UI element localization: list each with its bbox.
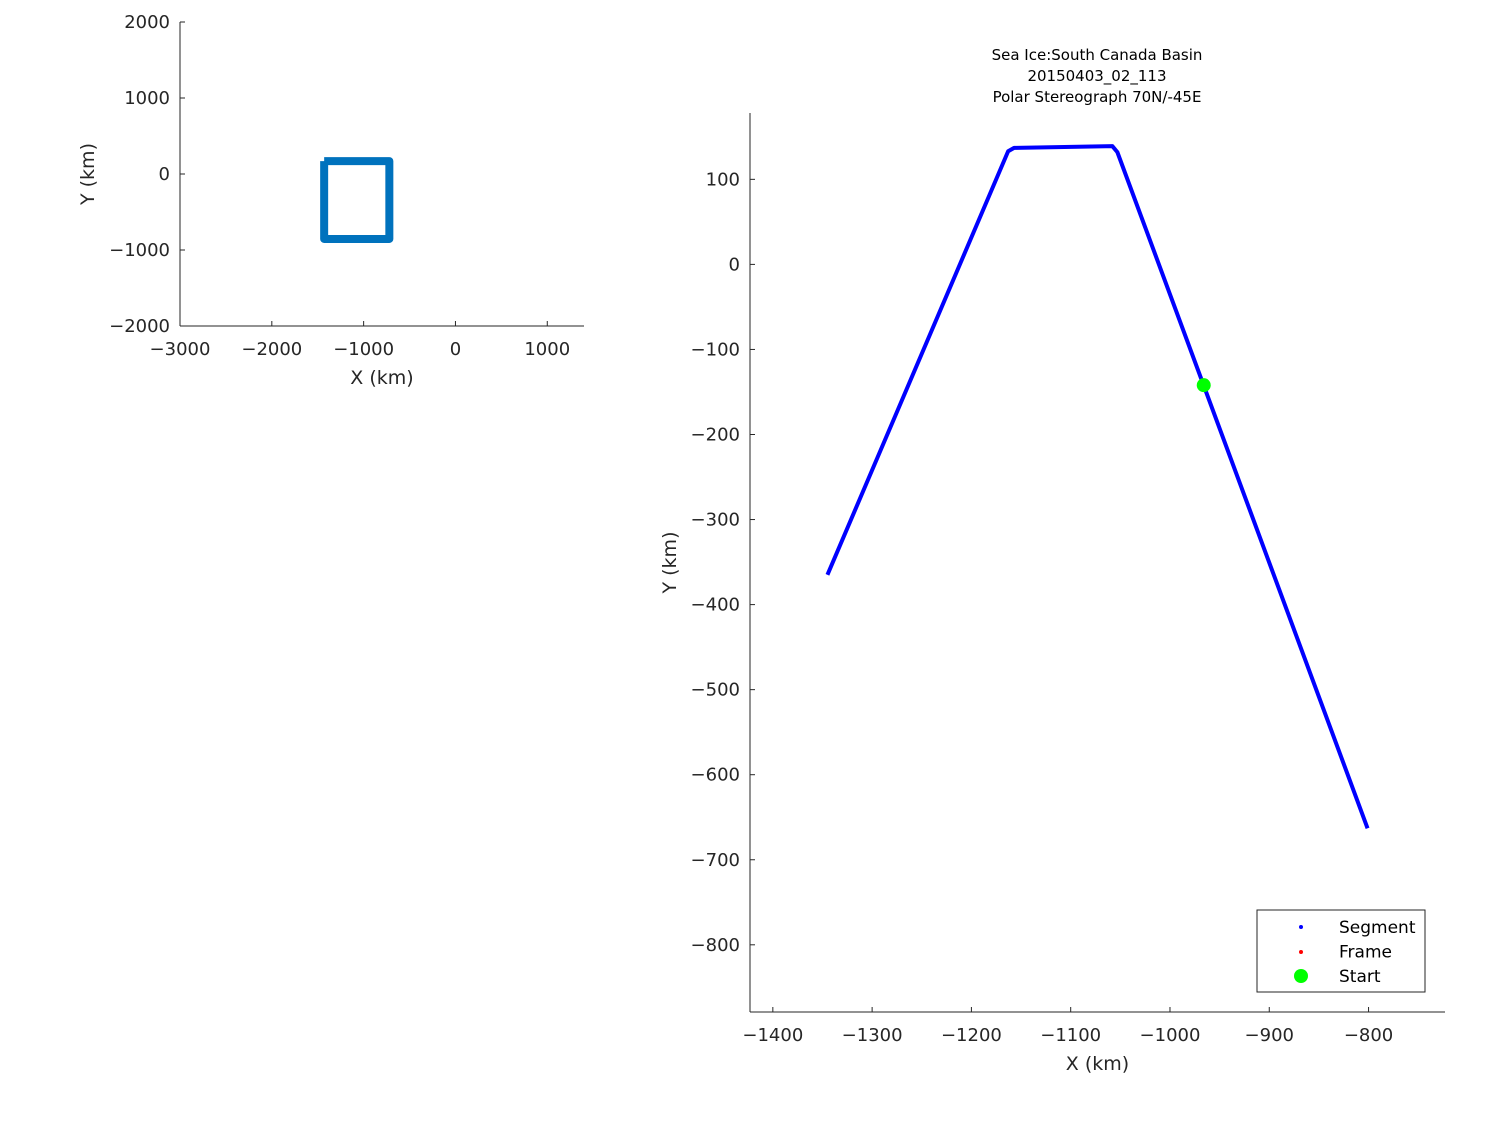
track-y-tick-label: −300 [691,510,740,531]
legend-start-marker [1294,969,1308,983]
track-y-tick-label: −600 [691,765,740,786]
overview-x-tick-label: −1000 [333,339,394,360]
track-y-tick-label: −100 [691,339,740,360]
track-x-tick-label: −1400 [742,1025,803,1046]
track-x-tick-label: −1000 [1140,1025,1201,1046]
track-x-tick-label: −900 [1245,1025,1294,1046]
segment-track-line [825,144,1370,829]
legend-label-frame: Frame [1339,943,1392,963]
chart-title-line: Sea Ice:South Canada Basin [992,46,1203,64]
legend-box [1256,909,1426,993]
overview-x-tick-label: 0 [450,339,461,360]
track-y-tick-label: −200 [691,424,740,445]
track-y-tick-label: −500 [691,680,740,701]
track-x-tick-label: −1300 [842,1025,903,1046]
chart-title-line: Polar Stereograph 70N/-45E [993,88,1202,106]
track-y-tick-label: −400 [691,595,740,616]
legend-frame-marker [1299,950,1303,954]
overview-y-tick-label: −2000 [109,316,170,337]
overview-x-axis-label: X (km) [350,367,413,389]
overview-x-tick-label: 1000 [524,339,570,360]
legend-label-start: Start [1339,967,1381,987]
overview-y-axis-label: Y (km) [77,143,99,206]
track-y-axis-label: Y (km) [659,532,681,595]
legend: Segment Frame Start [1256,909,1426,993]
overview-axes: −3000 −2000 −1000 0 1000−2000−1000010002000X… [77,12,584,389]
overview-y-tick-label: 2000 [124,12,170,33]
start-marker [1196,378,1211,393]
track-axes: −1400 −1300 −1200 −1100 −1000 −900 −800−800−70… [659,46,1445,1075]
track-x-tick-label: −800 [1344,1025,1393,1046]
legend-segment-marker [1299,925,1303,929]
overview-y-tick-label: 1000 [124,88,170,109]
track-y-tick-label: 100 [706,169,740,190]
overview-frame-outline [320,157,394,243]
overview-y-tick-label: −1000 [109,240,170,261]
track-x-axis-label: X (km) [1066,1053,1129,1075]
chart-title-line: 20150403_02_113 [1027,67,1166,86]
track-y-tick-label: −700 [691,850,740,871]
track-y-tick-label: 0 [729,254,740,275]
track-x-tick-label: −1100 [1040,1025,1101,1046]
track-x-tick-label: −1200 [941,1025,1002,1046]
legend-label-segment: Segment [1339,918,1416,938]
overview-y-tick-label: 0 [159,164,170,185]
overview-x-tick-label: −2000 [241,339,302,360]
overview-x-tick-label: −3000 [150,339,211,360]
track-y-tick-label: −800 [691,935,740,956]
